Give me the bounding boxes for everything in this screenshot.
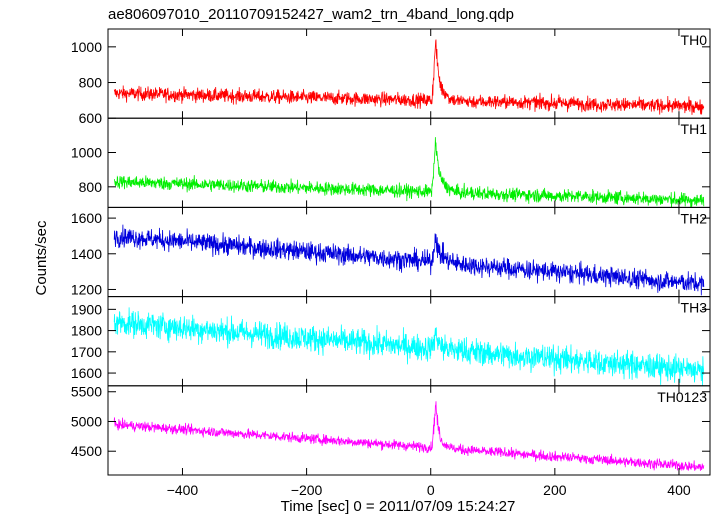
x-tick-label: 200 — [543, 482, 567, 498]
y-tick-label: 1000 — [71, 39, 102, 55]
series-line-th3 — [113, 307, 705, 386]
series-line-th2 — [113, 224, 705, 296]
y-tick-label: 800 — [79, 179, 103, 195]
series-line-th0 — [113, 39, 705, 115]
panel-label-th1: TH1 — [681, 121, 708, 137]
y-tick-label: 5000 — [71, 413, 102, 429]
y-tick-label: 800 — [79, 75, 103, 91]
y-tick-label: 1900 — [71, 301, 102, 317]
y-tick-label: 1600 — [71, 365, 102, 381]
y-tick-label: 1200 — [71, 281, 102, 297]
y-tick-label: 1000 — [71, 145, 102, 161]
panel-label-th0123: TH0123 — [657, 389, 707, 405]
x-tick-label: 0 — [427, 482, 435, 498]
chart-title: ae806097010_20110709152427_wam2_trn_4ban… — [108, 6, 514, 23]
panel-label-th3: TH3 — [681, 300, 708, 316]
y-tick-label: 5500 — [71, 384, 102, 400]
y-tick-label: 4500 — [71, 443, 102, 459]
panel-frame-th0123 — [107, 385, 711, 476]
y-tick-label: 1700 — [71, 344, 102, 360]
panels: TH0 600 800 1000 TH1 800 1000 TH2 1200 1400 1600 TH… — [71, 28, 711, 498]
y-tick-label: 600 — [79, 110, 103, 126]
y-tick-label: 1400 — [71, 246, 102, 262]
panel-frame-th2 — [107, 206, 711, 298]
x-tick-label: −200 — [291, 482, 323, 498]
panel-label-th2: TH2 — [681, 210, 708, 226]
y-tick-label: 1600 — [71, 210, 102, 226]
x-axis-label: Time [sec] 0 = 2011/07/09 15:24:27 — [281, 498, 516, 515]
x-tick-label: −400 — [167, 482, 199, 498]
series-line-th1 — [113, 137, 705, 208]
y-tick-label: 1800 — [71, 323, 102, 339]
panel-label-th0: TH0 — [681, 32, 708, 48]
series-line-th0123 — [113, 401, 705, 472]
x-tick-label: 400 — [667, 482, 691, 498]
y-axis-label: Counts/sec — [33, 220, 50, 296]
